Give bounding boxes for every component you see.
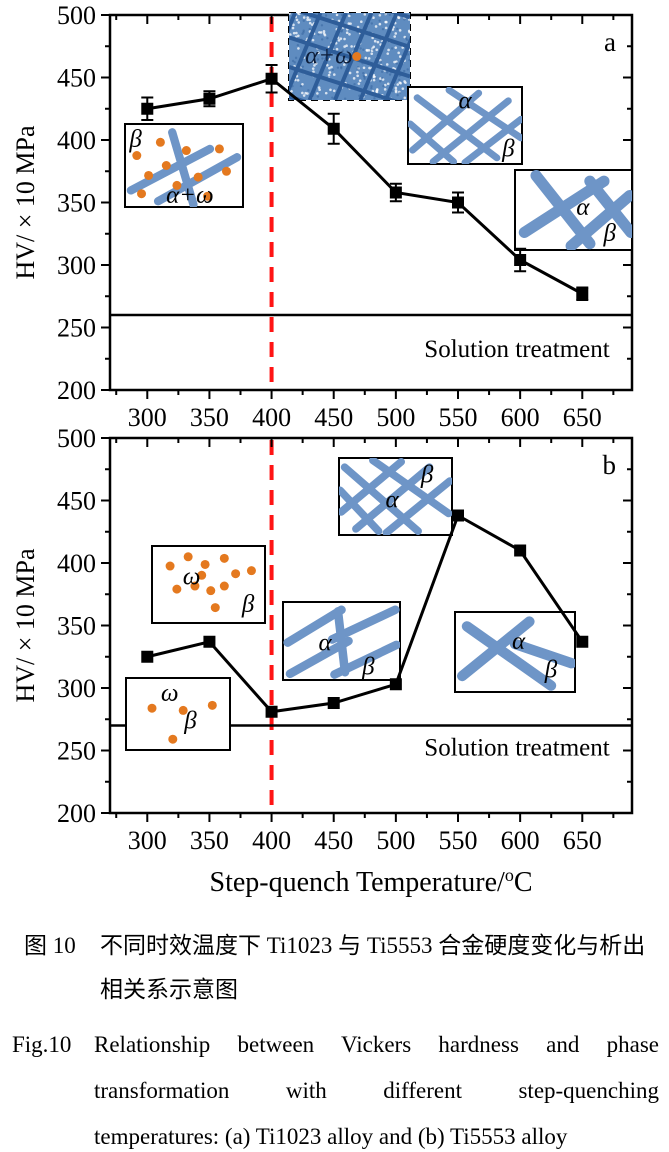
inset-b-alpha-beta-cross: αβ [454, 611, 576, 693]
x-axis-title: Step-quench Temperature/oC [210, 865, 533, 898]
inset-phase-label: ω [161, 680, 179, 707]
x-tick-label: 450 [314, 403, 353, 432]
inset-phase-label: β [544, 657, 558, 684]
y-tick-label: 350 [57, 612, 96, 641]
y-tick-label: 200 [57, 376, 96, 405]
panel-letter-b: b [603, 450, 617, 480]
inset-b-omega-beta-dots-many: ωβ [151, 545, 266, 624]
inset-phase-label: ω [183, 564, 201, 591]
panel-a: 300 350 400 450 500 550 600 650 200 250 300 350 400 4… [11, 1, 634, 432]
caption-chinese: 图 10 不同时效温度下 Ti1023 与 Ti5553 合金硬度变化与析出 相… [0, 924, 669, 1012]
inset-phase-label: β [128, 126, 142, 153]
data-point-Ti5553-350 [203, 635, 216, 648]
hardness-line-Ti1023 [147, 77, 584, 296]
data-point-Ti1023-350 [203, 92, 216, 105]
y-tick-label: 200 [57, 799, 96, 828]
x-tick-label: 500 [376, 826, 415, 855]
inset-a-alpha-beta-crosshatch: αβ [407, 86, 523, 165]
inset-phase-label: α+ω [305, 42, 353, 69]
solution-treatment-label: Solution treatment [424, 735, 609, 762]
data-point-Ti5553-550 [452, 509, 464, 522]
y-tick-label: 400 [57, 126, 96, 155]
inset-phase-label: β [603, 220, 617, 247]
data-point-Ti1023-300 [141, 102, 154, 115]
hardness-vs-temperature-charts: 300 350 400 450 500 550 600 650 200 250 300 350 400 4… [11, 1, 634, 898]
data-point-Ti1023-500 [389, 186, 402, 199]
inset-phase-label: α [319, 629, 333, 656]
data-point-Ti1023-450 [327, 122, 340, 135]
y-tick-label: 350 [57, 189, 96, 218]
panel-b: 300 350 400 450 500 550 600 650 200 250 300 350 400 4… [11, 424, 634, 898]
y-tick-label: 450 [57, 487, 96, 516]
inset-b-omega-beta-dots-few: ωβ [125, 677, 231, 751]
data-point-Ti5553-300 [141, 650, 154, 663]
y-tick-label: 500 [57, 1, 96, 30]
caption-zh-line2: 相关系示意图 [100, 977, 238, 1002]
y-tick-label: 500 [57, 424, 96, 453]
y-axis-title: HV/ × 10 MPa [11, 548, 40, 703]
x-tick-label: 350 [190, 826, 229, 855]
y-tick-label: 400 [57, 549, 96, 578]
x-tick-label: 300 [128, 403, 167, 432]
inset-phase-label: α [512, 628, 526, 655]
y-tick-label: 300 [57, 251, 96, 280]
inset-phase-label: β [501, 135, 515, 162]
inset-phase-label: α [458, 88, 472, 115]
data-point-Ti5553-450 [327, 697, 340, 709]
inset-phase-label: α+ω [166, 182, 214, 209]
data-point-Ti5553-600 [514, 544, 527, 557]
caption-en-line1: Relationship between Vickers hardness an… [94, 1032, 659, 1057]
x-tick-label: 650 [563, 826, 602, 855]
x-tick-label: 500 [376, 403, 415, 432]
x-tick-label: 400 [252, 403, 291, 432]
inset-b-alpha-beta-crosshatch: αβ [338, 457, 453, 536]
x-tick-label: 600 [501, 403, 540, 432]
caption-en-line2: transformation with different step-quenc… [94, 1078, 659, 1103]
caption-en-line3: temperatures: (a) Ti1023 alloy and (b) T… [94, 1124, 568, 1149]
solution-treatment-label: Solution treatment [424, 336, 609, 363]
data-point-Ti1023-600 [514, 254, 527, 266]
x-tick-label: 600 [501, 826, 540, 855]
inset-phase-label: α [576, 194, 590, 221]
figure-captions: 图 10 不同时效温度下 Ti1023 与 Ti5553 合金硬度变化与析出 相… [0, 924, 669, 1152]
data-point-Ti1023-650 [576, 287, 589, 300]
inset-a-beta-laths-omega-dots: β α+ω [124, 123, 244, 209]
inset-phase-label: β [241, 591, 255, 618]
x-tick-label: 400 [252, 826, 291, 855]
data-point-Ti5553-500 [389, 678, 402, 691]
data-point-Ti5553-400 [265, 705, 278, 718]
inset-a-alpha-beta-coarse-cross: αβ [514, 169, 633, 251]
caption-zh-number: 图 10 [24, 933, 76, 958]
caption-zh-text: 不同时效温度下 Ti1023 与 Ti5553 合金硬度变化与析出 相关系示意图 [100, 924, 669, 1012]
data-point-Ti5553-650 [576, 635, 589, 648]
panel-letter-a: a [604, 27, 616, 57]
inset-phase-label: β [420, 462, 434, 489]
caption-en-number: Fig.10 [12, 1032, 72, 1057]
x-tick-label: 300 [128, 826, 167, 855]
inset-phase-label: β [183, 707, 197, 734]
caption-zh-line1: 不同时效温度下 Ti1023 与 Ti5553 合金硬度变化与析出 [100, 933, 646, 958]
inset-a-dense-alpha-omega: α+ω [288, 12, 411, 101]
y-tick-label: 250 [57, 314, 96, 343]
x-tick-label: 450 [314, 826, 353, 855]
inset-phase-label: α [386, 486, 400, 513]
caption-en-text: Relationship between Vickers hardness an… [94, 1022, 669, 1152]
x-tick-label: 350 [190, 403, 229, 432]
x-tick-label: 650 [563, 403, 602, 432]
data-point-Ti1023-550 [452, 196, 464, 209]
hardness-line-Ti5553 [146, 513, 584, 714]
x-tick-label: 550 [439, 403, 478, 432]
y-tick-label: 250 [57, 737, 96, 766]
data-point-Ti1023-400 [265, 72, 278, 85]
inset-b-alpha-beta-parallel-laths: αβ [282, 601, 401, 681]
y-axis-title: HV/ × 10 MPa [11, 125, 40, 280]
y-tick-label: 300 [57, 674, 96, 703]
x-tick-label: 550 [439, 826, 478, 855]
caption-english: Fig.10 Relationship between Vickers hard… [0, 1022, 669, 1152]
y-tick-label: 450 [57, 64, 96, 93]
inset-phase-label: β [361, 654, 375, 681]
